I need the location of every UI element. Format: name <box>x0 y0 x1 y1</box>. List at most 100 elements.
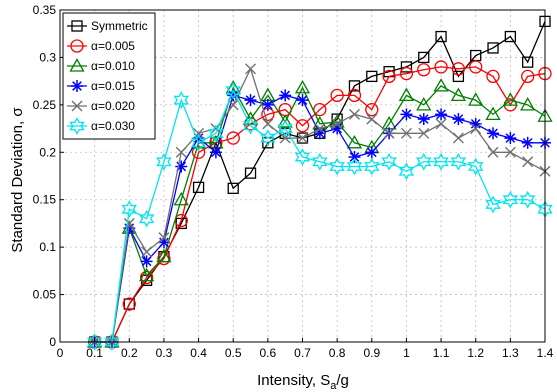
data-point <box>329 157 345 176</box>
data-point <box>400 127 412 139</box>
data-point <box>452 70 465 83</box>
data-point <box>522 156 534 168</box>
x-tick-label: 1.4 <box>537 346 554 360</box>
data-point <box>294 79 311 94</box>
data-point <box>173 191 189 206</box>
data-point <box>469 60 483 74</box>
x-tick-label: 1.3 <box>502 346 519 360</box>
y-tick-label: 0.05 <box>33 288 57 302</box>
x-tick-label: 0.3 <box>156 346 173 360</box>
data-point <box>400 108 413 121</box>
data-point <box>452 132 464 144</box>
data-point <box>435 30 447 43</box>
data-point <box>346 134 363 149</box>
data-point <box>260 129 276 147</box>
series-layer <box>86 15 553 351</box>
data-point <box>418 127 430 139</box>
data-point <box>156 248 172 263</box>
data-point <box>366 70 378 83</box>
y-tick-label: 0.25 <box>33 98 57 112</box>
data-point <box>192 181 205 194</box>
data-point <box>416 97 432 111</box>
data-point <box>347 88 362 103</box>
data-point <box>348 80 361 92</box>
x-tick-label: 0 <box>57 346 64 360</box>
data-point <box>382 69 396 84</box>
ticks: 0 0.1 0.2 0.3 0.4 0.5 0.6 0.7 0.8 0.9 1 1.1 1.2 1.3 1.… <box>33 3 554 360</box>
legend-marker <box>69 117 85 135</box>
data-point <box>435 108 448 121</box>
legend-item: α=0.015 <box>67 79 135 93</box>
y-axis-label: Standard Deviation, σ <box>9 107 26 253</box>
data-point <box>173 91 189 109</box>
y-tick-label: 0.35 <box>33 3 57 17</box>
legend: Symmetric α=0.005 α=0.010 α=0.015 α=0.020 α=0… <box>62 12 156 140</box>
data-point <box>398 162 415 181</box>
data-point <box>486 69 500 84</box>
data-point <box>121 200 137 219</box>
y-tick-label: 0.15 <box>33 193 57 207</box>
series-5 <box>86 81 553 351</box>
x-tick-label: 0.2 <box>121 346 138 360</box>
data-point <box>487 146 499 158</box>
legend-marker <box>71 80 83 92</box>
data-point <box>346 157 363 176</box>
legend-box <box>62 12 156 140</box>
series-4 <box>89 63 551 348</box>
data-point <box>138 267 155 282</box>
y-tick-label: 0 <box>49 335 56 349</box>
data-point <box>434 60 448 74</box>
data-point <box>191 145 206 159</box>
data-point <box>487 42 499 54</box>
data-point <box>226 131 240 145</box>
data-point <box>400 61 413 73</box>
data-point <box>519 190 536 209</box>
data-point <box>433 78 449 92</box>
legend-label: α=0.010 <box>91 59 135 73</box>
data-point <box>156 152 172 171</box>
data-point <box>348 108 360 120</box>
data-point <box>435 118 447 130</box>
data-point <box>294 148 311 166</box>
data-point <box>450 152 467 171</box>
data-point <box>381 152 397 171</box>
data-point <box>141 246 153 258</box>
series-line <box>94 85 546 343</box>
x-tick-label: 0.1 <box>86 346 103 360</box>
data-point <box>123 298 135 310</box>
x-tick-label: 0.9 <box>363 346 380 360</box>
legend-item: Symmetric <box>67 19 148 33</box>
x-tick-label: 0.5 <box>225 346 242 360</box>
data-point <box>86 333 103 351</box>
x-tick-label: 0.4 <box>190 346 207 360</box>
data-point <box>502 92 518 106</box>
data-point <box>364 157 380 176</box>
x-axis-label: Intensity, Sa/g <box>257 372 349 392</box>
data-point <box>138 209 155 228</box>
legend-label: α=0.005 <box>91 39 135 53</box>
data-point <box>262 118 274 130</box>
data-point <box>279 89 292 102</box>
y-tick-label: 0.2 <box>39 145 56 159</box>
data-point <box>417 113 430 126</box>
data-point <box>140 255 153 268</box>
data-point <box>502 190 519 209</box>
legend-label: α=0.030 <box>91 119 135 133</box>
data-point <box>227 99 239 111</box>
legend-item: α=0.010 <box>67 58 135 73</box>
data-point <box>225 81 241 100</box>
data-point <box>157 251 171 266</box>
legend-marker <box>69 58 85 72</box>
data-point <box>383 127 395 139</box>
x-axis-label-sub: a <box>330 380 337 392</box>
data-point <box>504 146 516 158</box>
data-point <box>296 94 309 107</box>
x-tick-label: 1.1 <box>433 346 450 360</box>
data-point <box>504 132 517 145</box>
data-point <box>520 97 536 111</box>
data-point <box>418 51 430 64</box>
y-tick-label: 0.1 <box>39 240 56 254</box>
data-point <box>123 217 135 229</box>
data-point <box>244 94 257 107</box>
